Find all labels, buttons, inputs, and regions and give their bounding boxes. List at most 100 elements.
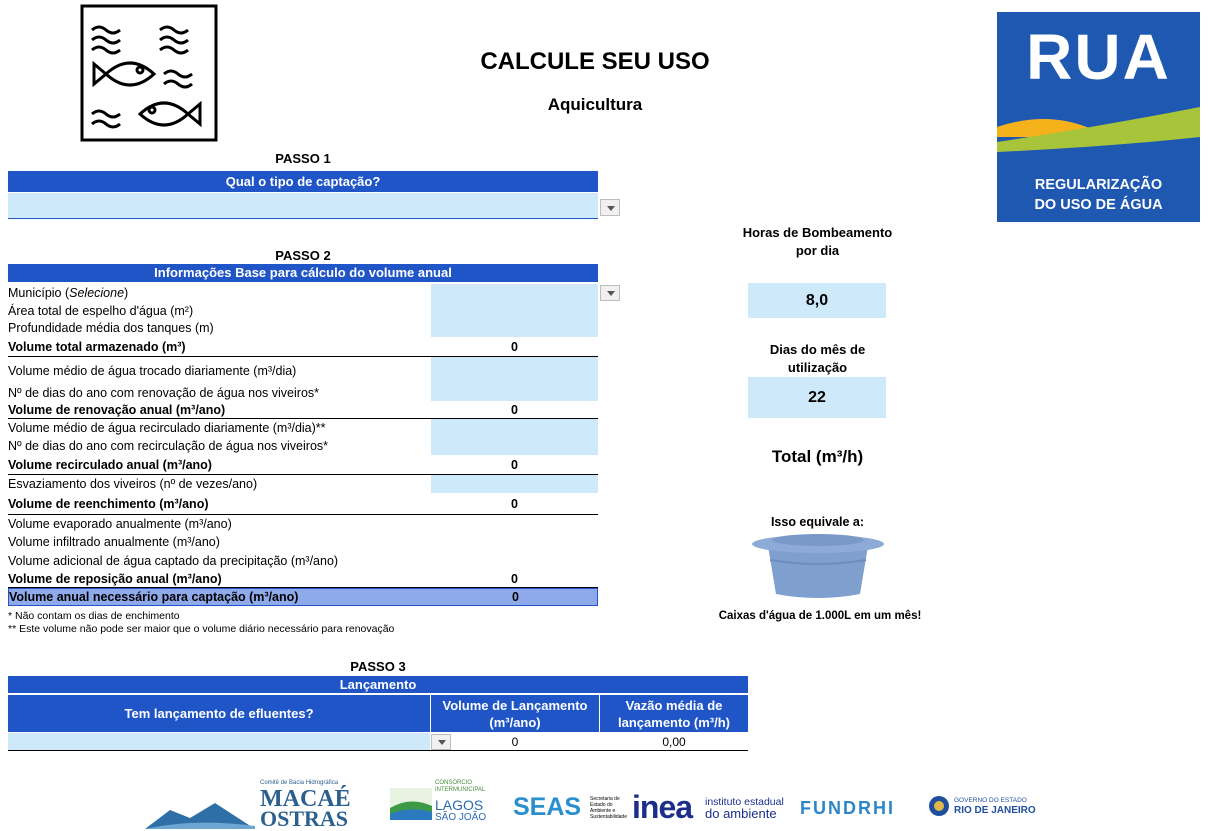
hours-input[interactable]: 8,0 — [748, 283, 886, 318]
row-label: Volume médio de água trocado diariamente… — [8, 364, 296, 378]
dropdown-arrow[interactable] — [431, 734, 451, 750]
form-row: Volume total armazenado (m³) 0 — [8, 337, 598, 357]
title: CALCULE SEU USO — [480, 48, 710, 75]
logo-text: inea — [632, 789, 693, 825]
input-cell[interactable] — [431, 419, 598, 437]
input-cell[interactable] — [431, 357, 598, 384]
lagos-logo: CONSÓRCIO INTERMUNICIPAL LAGOS SÃO JOÃO — [390, 780, 490, 829]
form-row: Nº de dias do ano com renovação de água … — [8, 384, 598, 401]
label-part: ) — [124, 286, 129, 300]
row-value: 0 — [511, 571, 518, 586]
days-label: Dias do mês de utilização — [769, 342, 866, 375]
logo-text: CONSÓRCIO INTERMUNICIPAL — [435, 780, 486, 793]
form-row: Volume médio de água trocado diariamente… — [8, 357, 598, 384]
row-value: 0 — [511, 402, 518, 417]
label-text: Volume recirculado anual (m³/ano) — [8, 457, 212, 472]
label-text: Volume evaporado anualmente (m³/ano) — [8, 517, 232, 531]
water-tank — [752, 534, 884, 598]
dropdown-arrow[interactable] — [600, 285, 620, 301]
col-header: Vazão média de lançamento (m³/h) — [600, 695, 748, 732]
logo-text: SEAS — [513, 793, 582, 821]
subtitle: Aquicultura — [547, 95, 643, 114]
form-row: Volume infiltrado anualmente (m³/ano) — [8, 533, 598, 551]
logo-text: SÃO JOÃO — [435, 812, 487, 823]
form-row: Nº de dias do ano com recirculação de ág… — [8, 437, 598, 455]
label-text: Nº de dias do ano com renovação de água … — [8, 385, 320, 400]
mountain-icon — [145, 803, 255, 829]
form-row: Volume de reposição anual (m³/ano) 0 — [8, 570, 598, 588]
label-text: Volume de reenchimento (m³/ano) — [8, 496, 209, 511]
row-label: Volume anual necessário para captação (m… — [9, 590, 298, 604]
row-value: 0 — [511, 457, 518, 472]
logo-text: OSTRAS — [260, 806, 349, 831]
input-cell[interactable] — [431, 475, 598, 493]
step-heading: Informações Base para cálculo do volume … — [8, 264, 598, 282]
input-cell[interactable] — [431, 319, 598, 337]
form-row: Volume anual necessário para captação (m… — [8, 588, 598, 606]
input-cell[interactable] — [431, 302, 598, 319]
form-row: Volume evaporado anualmente (m³/ano) — [8, 515, 598, 533]
arrow-glyph — [607, 291, 615, 296]
logo-text: Secretaria de Estado do Ambiente e Suste… — [590, 796, 627, 820]
caption: Caixas d'água de 1.000L em um mês! — [718, 610, 922, 622]
step-label: PASSO 3 — [350, 659, 406, 674]
label-text: Nº de dias do ano com recirculação de ág… — [8, 439, 329, 453]
logo-line: DO USO DE ÁGUA — [1034, 197, 1163, 213]
form-row: Volume de renovação anual (m³/ano) 0 — [8, 401, 598, 419]
step-heading: Qual o tipo de captação? — [8, 171, 598, 192]
label-text: Volume adicional de água captado da prec… — [8, 553, 339, 568]
row-value: 0 — [511, 496, 518, 511]
logo-text: FUNDRHI — [800, 798, 895, 818]
row-value: 0 — [511, 339, 518, 354]
flow-value: 0,00 — [662, 735, 686, 749]
label-text: Volume infiltrado anualmente (m³/ano) — [8, 535, 220, 549]
row-label: Volume de reenchimento (m³/ano) — [8, 497, 209, 511]
row-label: Volume recirculado anual (m³/ano) — [8, 458, 212, 472]
row-label: Nº de dias do ano com renovação de água … — [8, 386, 319, 400]
col-header: Volume de Lançamento (m³/ano) — [431, 695, 599, 732]
step-label: PASSO 1 — [275, 151, 331, 166]
row-label: Volume médio de água recirculado diariam… — [8, 421, 326, 435]
effluent-select[interactable] — [8, 733, 430, 750]
label-text: Volume médio de água trocado diariamente… — [8, 363, 297, 378]
row-label: Volume infiltrado anualmente (m³/ano) — [8, 535, 220, 549]
logo-text: MACAÉ — [260, 786, 351, 812]
days-input[interactable]: 22 — [748, 377, 886, 418]
total-label: Total (m³/h) — [771, 447, 864, 466]
rua-logo: RUA REGULARIZAÇÃO DO USO DE ÁGUA — [997, 12, 1200, 222]
macae-logo: Comitê de Bacia Hidrográfica MACAÉ OSTRA… — [145, 778, 375, 831]
row-label: Esvaziamento dos viveiros (nº de vezes/a… — [8, 477, 257, 491]
logo-text: RIO DE JANEIRO — [954, 805, 1036, 816]
dropdown-arrow[interactable] — [600, 199, 620, 216]
form-row: Volume médio de água recirculado diariam… — [8, 419, 598, 437]
input-cell[interactable] — [431, 437, 598, 455]
label-text: Volume de reposição anual (m³/ano) — [8, 571, 222, 586]
col-header: Tem lançamento de efluentes? — [8, 695, 430, 732]
row-label: Volume evaporado anualmente (m³/ano) — [8, 517, 232, 531]
row-label: Município (Selecione) — [8, 286, 128, 300]
logo-waves — [997, 107, 1200, 167]
label-text: Esvaziamento dos viveiros (nº de vezes/a… — [8, 477, 258, 491]
logo-text: LAGOS — [435, 797, 484, 813]
label-text: Volume de renovação anual (m³/ano) — [8, 402, 226, 417]
equivalent-label: Isso equivale a: — [770, 515, 865, 529]
input-cell[interactable] — [431, 384, 598, 401]
form-row: Volume de reenchimento (m³/ano) 0 — [8, 493, 598, 515]
label-text: Área total de espelho d'água (m²) — [8, 303, 194, 318]
row-label: Volume de reposição anual (m³/ano) — [8, 572, 222, 586]
input-cell[interactable] — [431, 284, 598, 302]
logo-text: do ambiente — [705, 806, 777, 821]
label-part: Município ( — [8, 286, 70, 300]
fish-icon — [80, 4, 218, 142]
capture-select[interactable] — [8, 193, 598, 219]
label-text: Volume total armazenado (m³) — [8, 339, 186, 354]
gov-emblem — [929, 796, 949, 816]
note: * Não contam os dias de enchimento — [8, 610, 180, 622]
form-row: Área total de espelho d'água (m²) — [8, 302, 598, 319]
form-row: Esvaziamento dos viveiros (nº de vezes/a… — [8, 475, 598, 493]
row-value: 0 — [512, 590, 519, 604]
row-label: Área total de espelho d'água (m²) — [8, 304, 193, 318]
lagos-icon — [390, 788, 432, 820]
